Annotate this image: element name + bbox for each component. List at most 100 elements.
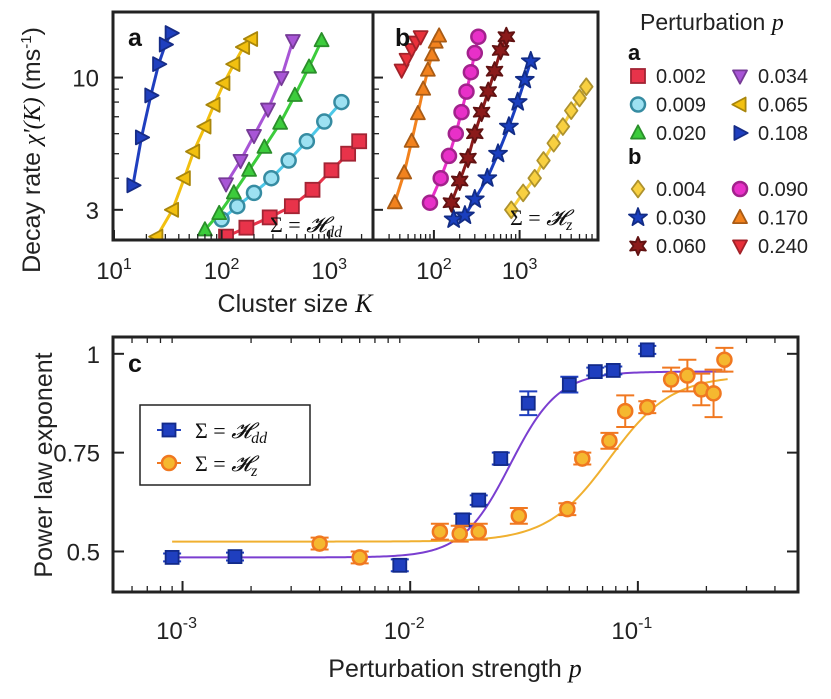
data-point-c-1-15 bbox=[716, 351, 733, 368]
data-point-a-0.108-1 bbox=[134, 129, 151, 146]
data-point-b-0.090-2 bbox=[440, 147, 458, 165]
top-y-axis-label: Decay rate χ'(K) (ms-1) bbox=[18, 27, 46, 273]
data-point-a-0.009-5 bbox=[298, 133, 316, 150]
legend-marker-b-0.004 bbox=[630, 179, 646, 199]
data-point-a-0.009-1 bbox=[229, 197, 246, 215]
data-point-c-1-3 bbox=[451, 525, 468, 542]
y-tick-label-a-0: 3 bbox=[86, 198, 99, 225]
data-point-b-0.004-3 bbox=[536, 151, 551, 170]
data-point-b-0.030-4 bbox=[488, 143, 508, 163]
data-point-b-0.030-8 bbox=[520, 50, 541, 70]
data-point-a-0.020-4 bbox=[256, 138, 273, 154]
data-point-a-0.020-2 bbox=[225, 184, 242, 200]
data-point-b-0.004-0 bbox=[504, 200, 519, 220]
data-point-b-0.170-5 bbox=[419, 61, 436, 77]
panel-b-annotation: Σ = 𝓗z bbox=[510, 205, 575, 234]
data-point-b-0.060-4 bbox=[472, 102, 491, 123]
y-tick-label-c-2: 1 bbox=[87, 342, 100, 369]
legend-label-b-0.170: 0.170 bbox=[758, 208, 808, 230]
data-point-a-0.065-9 bbox=[242, 31, 259, 47]
data-point-a-0.108-0 bbox=[126, 177, 142, 194]
panel-c-legend-marker-0 bbox=[161, 422, 177, 438]
data-point-b-0.030-6 bbox=[507, 91, 528, 111]
data-point-a-0.009-6 bbox=[316, 113, 333, 130]
fit-curve-1 bbox=[172, 378, 728, 543]
legend-marker-b-0.240 bbox=[732, 239, 748, 255]
data-point-b-0.030-1 bbox=[455, 205, 475, 224]
panel-a: a Σ = 𝓗dd 101 102 103 3 10 bbox=[72, 10, 375, 285]
data-point-c-0-8 bbox=[587, 364, 603, 380]
data-point-c-1-0 bbox=[311, 535, 328, 552]
data-point-a-0.002-0 bbox=[218, 228, 234, 239]
data-point-b-0.170-8 bbox=[431, 27, 448, 43]
bottom-x-axis-label: Perturbation strength p bbox=[328, 654, 581, 683]
panel-b-frame bbox=[371, 10, 600, 242]
data-point-a-0.020-6 bbox=[286, 86, 303, 102]
data-point-a-0.002-3 bbox=[283, 198, 300, 215]
data-point-c-0-6 bbox=[520, 395, 536, 411]
data-point-a-0.065-8 bbox=[234, 39, 251, 55]
x-tick-label-b-1: 103 bbox=[502, 256, 538, 285]
data-point-c-0-1 bbox=[227, 549, 243, 565]
legend-label-b-0.030: 0.030 bbox=[656, 208, 706, 230]
data-point-a-0.020-7 bbox=[301, 58, 317, 74]
data-point-b-0.090-3 bbox=[447, 125, 465, 142]
data-point-c-1-10 bbox=[639, 398, 656, 416]
panel-c-legend-box bbox=[139, 404, 311, 486]
legend-label-a-0.108: 0.108 bbox=[758, 123, 808, 145]
x-tick-label-a-2: 103 bbox=[311, 256, 347, 285]
data-point-c-1-7 bbox=[574, 450, 591, 467]
data-point-c-1-1 bbox=[351, 549, 368, 566]
legend-label-b-0.240: 0.240 bbox=[758, 236, 808, 258]
data-point-b-0.060-0 bbox=[442, 192, 461, 213]
legend-marker-a-0.034 bbox=[732, 69, 748, 85]
legend-marker-a-0.065 bbox=[731, 96, 747, 113]
data-point-a-0.002-7 bbox=[351, 133, 368, 150]
legend-title: Perturbation p bbox=[640, 9, 784, 36]
data-point-b-0.170-0 bbox=[386, 194, 403, 210]
panel-c-frame bbox=[111, 335, 800, 594]
data-point-c-1-5 bbox=[510, 507, 528, 525]
x-tick-label-c-2: 10-1 bbox=[611, 615, 652, 645]
data-point-c-0-9 bbox=[605, 363, 621, 378]
panel-b-label: b bbox=[395, 24, 410, 52]
series-line-a-0.065 bbox=[155, 37, 253, 238]
data-point-a-0.020-1 bbox=[211, 204, 228, 221]
data-point-b-0.004-7 bbox=[572, 88, 587, 108]
data-point-c-1-11 bbox=[662, 371, 680, 388]
data-point-b-0.060-2 bbox=[459, 148, 477, 169]
panel-a-annotation: Σ = 𝓗dd bbox=[270, 212, 343, 241]
legend-marker-a-0.108 bbox=[733, 125, 749, 141]
panel-c-legend-label-1: Σ = 𝓗z bbox=[195, 451, 260, 480]
data-point-b-0.060-8 bbox=[497, 26, 516, 47]
data-point-b-0.030-2 bbox=[464, 188, 485, 208]
data-point-b-0.240-4 bbox=[412, 30, 429, 46]
legend-items: 0.002 0.034 0.009 0.065 0.020 0.108 0.004 0.090… bbox=[628, 66, 808, 258]
data-point-b-0.090-1 bbox=[432, 169, 449, 187]
data-point-a-0.108-5 bbox=[164, 25, 180, 41]
legend-label-b-0.060: 0.060 bbox=[656, 236, 706, 258]
data-point-b-0.004-6 bbox=[564, 101, 579, 120]
data-point-b-0.060-7 bbox=[491, 40, 510, 61]
data-point-b-0.004-4 bbox=[546, 133, 561, 153]
data-point-a-0.034-5 bbox=[285, 34, 301, 50]
data-point-a-0.020-8 bbox=[313, 32, 330, 48]
data-point-c-0-0 bbox=[164, 549, 180, 565]
data-point-a-0.002-1 bbox=[238, 219, 255, 236]
data-point-c-0-2 bbox=[392, 557, 408, 573]
top-x-axis-label: Cluster size K bbox=[218, 289, 375, 318]
data-point-b-0.090-4 bbox=[453, 103, 470, 121]
data-point-a-0.002-2 bbox=[261, 209, 278, 226]
data-point-b-0.170-4 bbox=[415, 80, 432, 96]
fit-curve-0 bbox=[172, 370, 728, 559]
legend-label-b-0.090: 0.090 bbox=[758, 179, 808, 201]
panel-c-marks bbox=[163, 342, 734, 573]
y-tick-label-a-1: 10 bbox=[72, 66, 99, 93]
data-point-b-0.240-1 bbox=[398, 52, 415, 68]
x-tick-label-a-1: 102 bbox=[204, 256, 240, 285]
data-point-a-0.065-7 bbox=[225, 56, 241, 73]
data-point-b-0.004-1 bbox=[515, 183, 531, 203]
